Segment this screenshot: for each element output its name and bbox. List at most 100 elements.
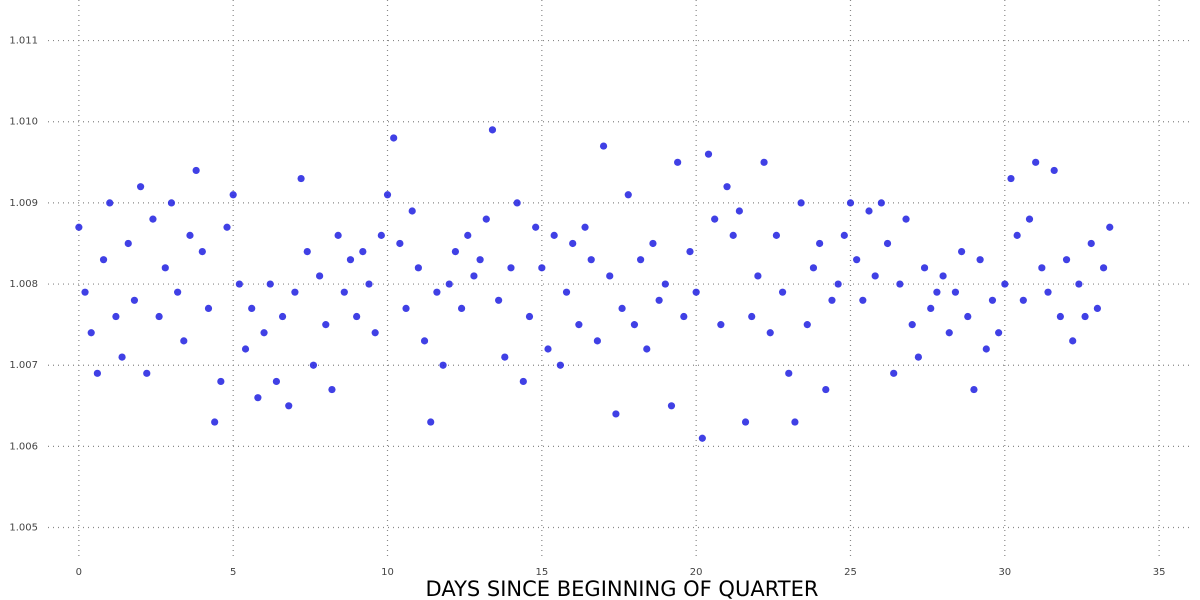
data-point: [748, 312, 756, 321]
data-point: [1106, 223, 1114, 231]
data-point: [846, 199, 855, 207]
grid: 1.005 1.006 1.007 1.008 1.009 1.010 1.011 0 5 10 1…: [9, 0, 1190, 578]
data-point: [359, 247, 367, 256]
data-point: [93, 369, 101, 377]
x-tick-label: 35: [1153, 567, 1166, 578]
data-point: [519, 377, 527, 386]
data-point: [118, 353, 126, 361]
data-point: [291, 288, 299, 296]
y-tick-label: 1.010: [9, 117, 38, 128]
data-point: [680, 312, 688, 321]
data-point: [1001, 280, 1009, 288]
data-point: [1081, 312, 1089, 321]
data-point: [81, 288, 89, 296]
data-point: [161, 264, 169, 272]
data-point: [248, 304, 256, 313]
data-point: [1007, 174, 1015, 183]
data-point: [229, 191, 237, 199]
data-point: [272, 377, 280, 386]
data-point: [278, 312, 287, 321]
data-point: [995, 329, 1003, 337]
data-point: [816, 239, 824, 248]
data-point: [674, 158, 682, 166]
data-point: [778, 288, 787, 296]
data-point: [908, 321, 916, 329]
x-tick-label: 15: [535, 567, 548, 578]
data-point: [309, 361, 318, 369]
data-point: [260, 329, 268, 337]
data-point: [482, 215, 490, 223]
data-point: [439, 361, 447, 369]
data-point: [285, 402, 293, 410]
data-point: [562, 288, 571, 296]
data-point: [828, 296, 836, 304]
data-point: [371, 329, 379, 337]
x-tick-label: 10: [381, 567, 394, 578]
data-point: [507, 264, 515, 272]
data-point: [476, 256, 484, 264]
x-tick-label: 30: [998, 567, 1011, 578]
data-point: [495, 296, 503, 304]
data-point: [149, 215, 157, 223]
data-point: [538, 264, 546, 272]
data-point: [865, 207, 873, 215]
data-point: [130, 296, 139, 304]
data-point: [186, 231, 194, 239]
data-point: [316, 272, 324, 280]
data-point: [649, 239, 657, 248]
data-point: [958, 247, 966, 256]
data-point: [174, 288, 182, 296]
data-point: [951, 288, 960, 296]
data-point: [204, 304, 213, 313]
data-point: [87, 329, 95, 337]
data-point: [106, 199, 114, 207]
data-point: [754, 272, 762, 280]
data-point: [797, 199, 805, 207]
data-point: [470, 272, 478, 280]
data-point: [124, 239, 132, 248]
data-point: [988, 296, 997, 304]
data-point: [599, 142, 608, 150]
data-point: [488, 126, 497, 134]
data-point: [698, 434, 706, 442]
data-point: [99, 256, 108, 264]
data-point: [445, 280, 453, 288]
data-point: [569, 239, 577, 248]
data-point: [741, 418, 750, 426]
data-point: [451, 247, 460, 256]
data-point: [365, 280, 373, 288]
data-point: [544, 345, 552, 353]
data-point: [235, 280, 243, 288]
data-point: [223, 223, 231, 231]
data-point: [809, 264, 818, 272]
data-point: [791, 418, 799, 426]
data-point: [637, 256, 645, 264]
data-point: [254, 394, 262, 402]
data-point: [933, 288, 941, 296]
points: [75, 126, 1114, 442]
data-point: [513, 199, 521, 207]
data-point: [464, 231, 472, 239]
data-point: [1056, 312, 1064, 321]
data-point: [624, 191, 632, 199]
data-point: [550, 231, 558, 239]
data-point: [383, 191, 392, 199]
data-point: [927, 304, 935, 313]
data-point: [427, 418, 435, 426]
data-point: [1050, 166, 1058, 175]
data-point: [871, 272, 879, 280]
data-point: [390, 134, 398, 142]
data-point: [859, 296, 867, 304]
data-point: [556, 361, 564, 369]
data-point: [618, 304, 626, 313]
y-tick-label: 1.011: [9, 36, 38, 47]
data-point: [920, 264, 929, 272]
x-tick-label: 20: [690, 567, 703, 578]
data-point: [692, 288, 700, 296]
data-point: [167, 199, 176, 207]
data-point: [211, 418, 219, 426]
data-point: [1075, 280, 1083, 288]
data-point: [328, 385, 336, 394]
data-point: [704, 150, 713, 158]
data-point: [241, 345, 250, 353]
